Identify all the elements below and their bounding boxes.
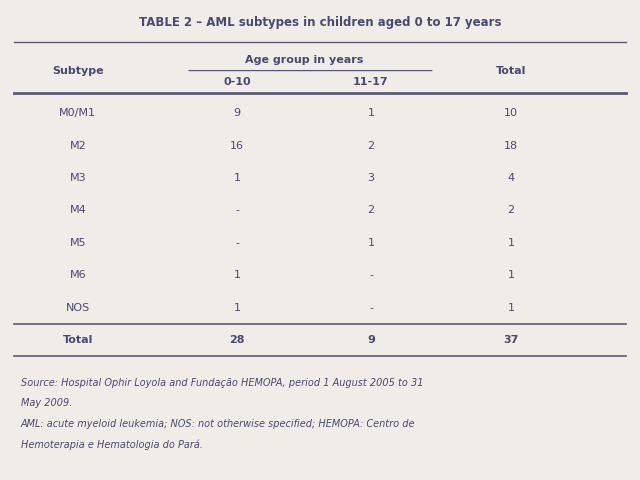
- Text: 1: 1: [234, 173, 241, 183]
- Text: 1: 1: [367, 238, 374, 248]
- Text: -: -: [369, 270, 373, 280]
- Text: Hemoterapia e Hematologia do Pará.: Hemoterapia e Hematologia do Pará.: [20, 440, 202, 450]
- Text: 1: 1: [234, 303, 241, 313]
- Text: 16: 16: [230, 141, 244, 151]
- Text: Total: Total: [63, 335, 93, 345]
- Text: Subtype: Subtype: [52, 66, 104, 75]
- Text: M5: M5: [70, 238, 86, 248]
- Text: 2: 2: [367, 141, 374, 151]
- Text: -: -: [369, 303, 373, 313]
- Text: 3: 3: [367, 173, 374, 183]
- Text: -: -: [235, 238, 239, 248]
- Text: Total: Total: [496, 66, 526, 75]
- Text: 37: 37: [504, 335, 519, 345]
- Text: 1: 1: [508, 270, 515, 280]
- Text: M0/M1: M0/M1: [60, 108, 97, 118]
- Text: 1: 1: [234, 270, 241, 280]
- Text: 2: 2: [508, 205, 515, 216]
- Text: M4: M4: [70, 205, 86, 216]
- Text: 2: 2: [367, 205, 374, 216]
- Text: 18: 18: [504, 141, 518, 151]
- Text: 11-17: 11-17: [353, 77, 388, 86]
- Text: 0-10: 0-10: [223, 77, 251, 86]
- Text: Age group in years: Age group in years: [245, 55, 364, 65]
- Text: 28: 28: [229, 335, 245, 345]
- Text: NOS: NOS: [66, 303, 90, 313]
- Text: M3: M3: [70, 173, 86, 183]
- Text: 4: 4: [508, 173, 515, 183]
- Text: Source: Hospital Ophir Loyola and Fundação HEMOPA, period 1 August 2005 to 31: Source: Hospital Ophir Loyola and Fundaç…: [20, 378, 423, 388]
- Text: 9: 9: [367, 335, 375, 345]
- Text: -: -: [235, 205, 239, 216]
- Text: 1: 1: [508, 303, 515, 313]
- Text: 1: 1: [367, 108, 374, 118]
- Text: TABLE 2 – AML subtypes in children aged 0 to 17 years: TABLE 2 – AML subtypes in children aged …: [139, 16, 501, 29]
- Text: 1: 1: [508, 238, 515, 248]
- Text: 10: 10: [504, 108, 518, 118]
- Text: AML: acute myeloid leukemia; NOS: not otherwise specified; HEMOPA: Centro de: AML: acute myeloid leukemia; NOS: not ot…: [20, 419, 415, 429]
- Text: M6: M6: [70, 270, 86, 280]
- Text: May 2009.: May 2009.: [20, 398, 72, 408]
- Text: M2: M2: [70, 141, 86, 151]
- Text: 9: 9: [234, 108, 241, 118]
